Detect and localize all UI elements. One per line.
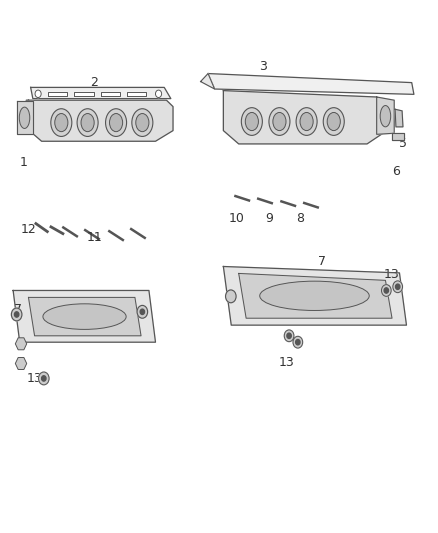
Circle shape bbox=[155, 90, 162, 98]
Circle shape bbox=[296, 340, 300, 345]
Polygon shape bbox=[223, 266, 406, 325]
Circle shape bbox=[11, 308, 22, 321]
Ellipse shape bbox=[269, 108, 290, 135]
Polygon shape bbox=[17, 101, 33, 134]
Polygon shape bbox=[223, 91, 385, 144]
Polygon shape bbox=[74, 92, 94, 96]
Circle shape bbox=[393, 281, 403, 293]
Ellipse shape bbox=[323, 108, 344, 135]
Text: 2: 2 bbox=[90, 76, 98, 89]
Text: 13: 13 bbox=[27, 372, 43, 385]
Polygon shape bbox=[208, 74, 414, 94]
Polygon shape bbox=[26, 100, 173, 141]
Ellipse shape bbox=[296, 108, 317, 135]
Polygon shape bbox=[239, 273, 392, 318]
Text: 4: 4 bbox=[342, 130, 350, 142]
Circle shape bbox=[42, 376, 46, 381]
Circle shape bbox=[284, 330, 294, 342]
Text: 7: 7 bbox=[14, 303, 21, 316]
Text: 13: 13 bbox=[128, 308, 144, 321]
Polygon shape bbox=[48, 92, 67, 96]
Ellipse shape bbox=[55, 114, 68, 132]
Text: 1: 1 bbox=[20, 156, 28, 169]
Circle shape bbox=[381, 285, 391, 296]
Circle shape bbox=[293, 336, 303, 348]
Circle shape bbox=[396, 284, 400, 289]
Ellipse shape bbox=[327, 112, 340, 131]
Text: 8: 8 bbox=[296, 212, 304, 225]
Text: 6: 6 bbox=[392, 165, 400, 178]
Ellipse shape bbox=[19, 107, 30, 128]
Ellipse shape bbox=[300, 112, 313, 131]
Text: 10: 10 bbox=[229, 212, 244, 225]
Polygon shape bbox=[395, 109, 403, 127]
Ellipse shape bbox=[77, 109, 98, 136]
Text: 5: 5 bbox=[399, 138, 407, 150]
Circle shape bbox=[384, 288, 389, 293]
Polygon shape bbox=[377, 97, 394, 134]
Ellipse shape bbox=[81, 114, 94, 132]
Circle shape bbox=[140, 309, 145, 314]
Polygon shape bbox=[28, 297, 141, 336]
Ellipse shape bbox=[273, 112, 286, 131]
Circle shape bbox=[137, 305, 148, 318]
Text: 13: 13 bbox=[384, 268, 400, 281]
Ellipse shape bbox=[245, 112, 258, 131]
Ellipse shape bbox=[241, 108, 262, 135]
Polygon shape bbox=[127, 92, 146, 96]
Ellipse shape bbox=[51, 109, 72, 136]
Circle shape bbox=[35, 90, 41, 98]
Text: 7: 7 bbox=[318, 255, 326, 268]
Circle shape bbox=[14, 312, 19, 317]
Ellipse shape bbox=[106, 109, 127, 136]
Circle shape bbox=[226, 290, 236, 303]
Text: 9: 9 bbox=[265, 212, 273, 225]
Polygon shape bbox=[13, 290, 155, 342]
Text: 3: 3 bbox=[259, 60, 267, 73]
Ellipse shape bbox=[132, 109, 153, 136]
Circle shape bbox=[39, 372, 49, 385]
Circle shape bbox=[287, 333, 291, 338]
Ellipse shape bbox=[380, 106, 391, 127]
Text: 11: 11 bbox=[86, 231, 102, 244]
Ellipse shape bbox=[110, 114, 123, 132]
Polygon shape bbox=[101, 92, 120, 96]
Ellipse shape bbox=[136, 114, 149, 132]
Ellipse shape bbox=[260, 281, 369, 310]
Polygon shape bbox=[31, 87, 171, 99]
Ellipse shape bbox=[43, 304, 126, 329]
Polygon shape bbox=[392, 133, 404, 140]
Polygon shape bbox=[201, 74, 215, 89]
Text: 13: 13 bbox=[279, 356, 295, 369]
Text: 12: 12 bbox=[21, 223, 36, 236]
